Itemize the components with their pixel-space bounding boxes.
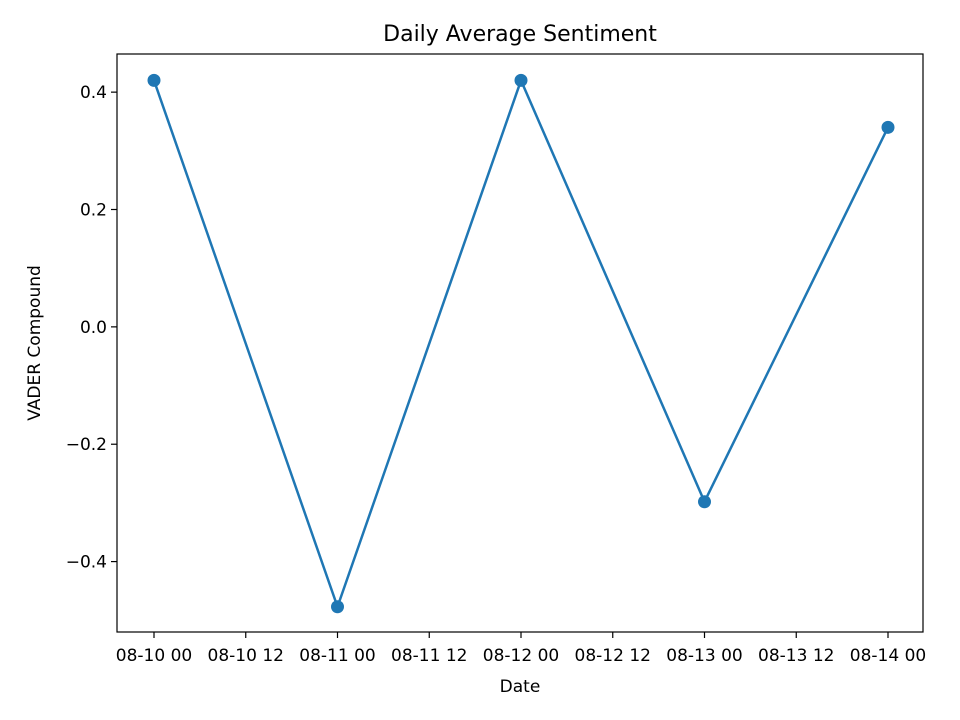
data-point-marker	[881, 120, 895, 134]
x-tick-label: 08-10 12	[208, 646, 284, 666]
x-tick-label: 08-13 00	[666, 646, 742, 666]
data-point-marker	[698, 495, 711, 509]
x-tick-label: 08-10 00	[116, 646, 192, 666]
y-tick-label: 0.4	[80, 83, 107, 103]
x-tick-label: 08-13 12	[758, 646, 834, 666]
y-tick-label: 0.0	[80, 318, 107, 338]
x-tick-label: 08-14 00	[850, 646, 926, 666]
plot-series	[147, 73, 895, 614]
y-tick-label: −0.4	[66, 553, 107, 573]
x-axis-ticks: 08-10 00 08-10 12 08-11 00 08-11 12 08-12 00…	[116, 632, 926, 666]
data-point-marker	[331, 600, 344, 614]
y-axis-label: VADER Compound	[25, 265, 45, 421]
x-tick-label: 08-12 00	[483, 646, 559, 666]
y-tick-label: 0.2	[80, 201, 107, 221]
chart-title: Daily Average Sentiment	[383, 22, 657, 47]
y-tick-label: −0.2	[66, 435, 107, 455]
x-tick-label: 08-11 12	[391, 646, 467, 666]
y-axis-ticks: −0.4 −0.2 0.0 0.2 0.4	[66, 83, 117, 573]
data-point-marker	[514, 73, 528, 87]
x-tick-label: 08-12 12	[575, 646, 651, 666]
plot-area-frame	[116, 53, 924, 633]
data-point-marker	[147, 73, 161, 87]
x-axis-label: Date	[500, 677, 541, 697]
x-tick-label: 08-11 00	[299, 646, 375, 666]
